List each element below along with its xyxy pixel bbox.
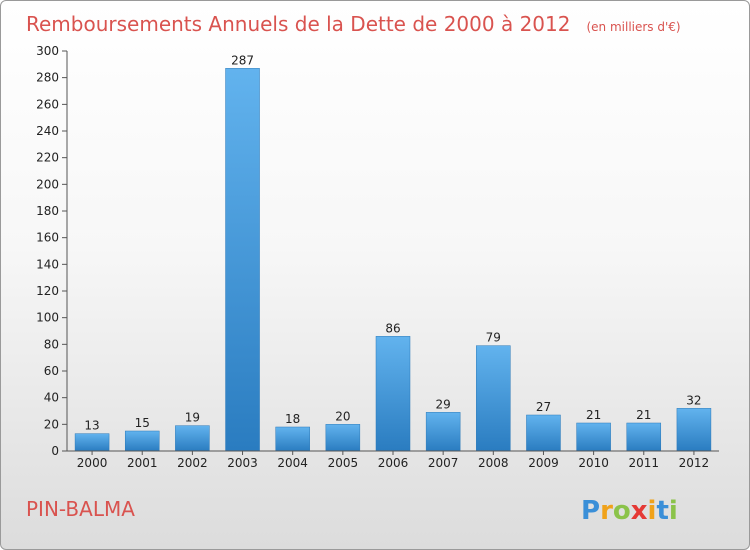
x-axis: 2000 2001 2002 2003 2004 2005 2006 2007 2008 2009… [67,450,719,470]
bar-value-label: 79 [486,331,501,345]
bar-value-label: 86 [385,321,400,335]
bar-2001 [124,430,160,452]
bar-value-label: 21 [586,408,601,422]
bar-value-label: 15 [135,416,150,430]
chart-title: Remboursements Annuels de la Dette de 20… [26,12,681,36]
brand-letter: r [600,496,613,526]
brand-letter: i [669,496,678,526]
x-tick-label: 2000 [77,456,108,470]
y-tick-label: 260 [36,97,59,111]
bars: 13 15 19 287 18 20 86 29 79 27 21 21 32 [74,53,712,452]
bar-value-label: 287 [231,53,254,67]
x-tick-label: 2005 [328,456,359,470]
bar-2003 [225,68,260,452]
y-axis: 0 20 40 60 80 100 120 140 160 180 200 220 240 260 280 3… [36,44,68,458]
bar-2002 [175,425,210,452]
y-tick-label: 20 [44,417,59,431]
y-tick-label: 0 [51,444,59,458]
x-tick-label: 2008 [478,456,509,470]
y-tick-label: 80 [44,337,59,351]
y-tick-label: 120 [36,284,59,298]
y-tick-label: 240 [36,124,59,138]
chart-title-text: Remboursements Annuels de la Dette de 20… [26,12,570,36]
bar-value-label: 18 [285,412,300,426]
bar-2008 [476,345,511,452]
y-tick-label: 300 [36,44,59,58]
y-tick-label: 180 [36,204,59,218]
y-tick-label: 280 [36,71,59,85]
bar-value-label: 19 [185,411,200,425]
bar-value-label: 29 [436,397,451,411]
bar-value-label: 13 [84,419,99,433]
bar-2012 [676,408,712,452]
bar-value-label: 27 [536,400,551,414]
bar-2011 [626,422,662,452]
bar-2005 [325,424,361,452]
y-tick-label: 60 [44,364,59,378]
x-tick-label: 2010 [578,456,609,470]
bar-2000 [74,433,110,452]
y-tick-label: 220 [36,151,59,165]
bar-2007 [425,412,461,452]
brand-letter: t [656,496,668,526]
brand-letter: P [581,496,600,526]
x-tick-label: 2009 [528,456,559,470]
place-name: PIN-BALMA [26,497,135,521]
brand-letter: i [648,496,657,526]
x-tick-label: 2007 [428,456,459,470]
bar-value-label: 32 [686,393,701,407]
x-tick-label: 2002 [177,456,208,470]
bar-value-label: 20 [335,409,350,423]
brand-letter: o [613,496,631,526]
bar-2009 [526,414,561,452]
x-tick-label: 2001 [127,456,158,470]
x-tick-label: 2011 [628,456,659,470]
bar-2006 [375,336,411,452]
y-tick-label: 160 [36,231,59,245]
y-tick-label: 100 [36,311,59,325]
brand-letter: x [631,496,648,526]
bar-2010 [576,422,611,452]
y-tick-label: 200 [36,177,59,191]
chart-units: (en milliers d'€) [586,20,680,34]
x-tick-label: 2012 [679,456,710,470]
y-tick-label: 140 [36,257,59,271]
x-tick-label: 2006 [378,456,409,470]
bar-2004 [275,426,310,452]
x-tick-label: 2003 [227,456,258,470]
x-tick-label: 2004 [277,456,308,470]
bar-value-label: 21 [636,408,651,422]
brand-logo: Proxiti [581,496,678,526]
y-tick-label: 40 [44,391,59,405]
